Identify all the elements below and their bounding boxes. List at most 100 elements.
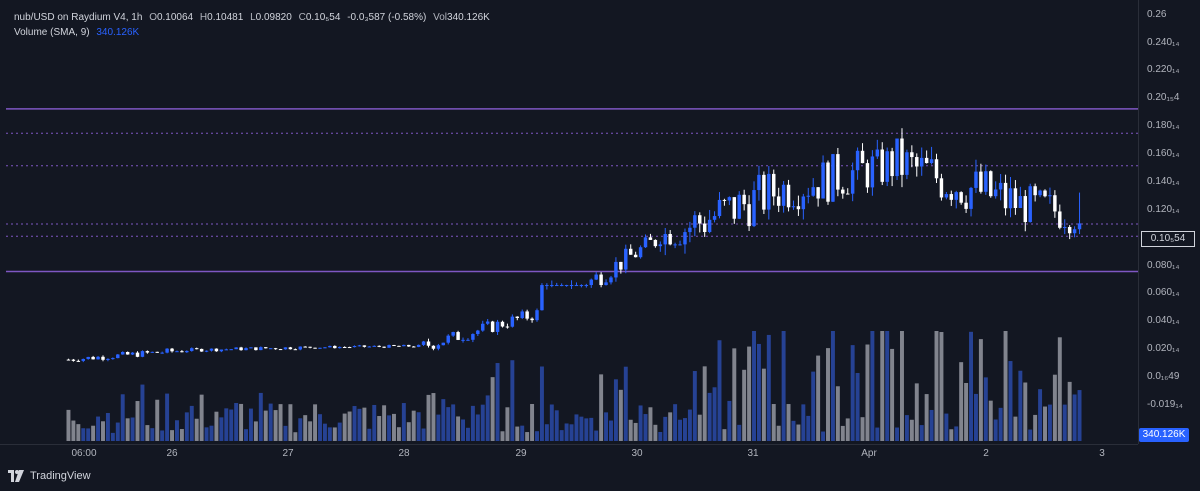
candle-body [96,356,100,360]
volume-bar [707,392,712,441]
price-tick: 0.120₁₄ [1147,204,1180,215]
volume-bar [263,410,268,441]
candle-body [392,345,396,347]
price-tick: 0.180₁₄ [1147,120,1180,131]
price-tick: -0.019₁₄ [1147,399,1183,410]
volume-bar [258,392,263,441]
candle-body [668,234,672,245]
volume-bar [115,422,120,441]
candle-body [426,341,431,346]
candle-body [1013,188,1018,208]
candle-body [180,351,184,353]
candle-body [525,311,529,319]
volume-bar [584,418,589,441]
candle-body [86,356,90,359]
volume-bar [589,417,594,441]
candlestick-chart[interactable] [0,0,1138,444]
candle-body [303,346,307,348]
time-tick: Apr [861,448,877,459]
volume-bar [890,348,895,441]
candle-body [964,202,968,209]
symbol-title[interactable]: nub/USD on Raydium V4, 1h [14,12,143,23]
volume-bar [924,394,929,441]
chart-plot-area[interactable]: nub/USD on Raydium V4, 1h O0.10064 H0.10… [0,0,1138,444]
candle-body [382,346,386,348]
volume-value-tag: 340.126K [1139,428,1189,442]
time-tick: 31 [747,448,759,459]
candle-body [648,237,653,240]
volume-bar [816,355,821,441]
volume-bar [544,424,549,441]
volume-bar [347,411,352,441]
volume-bar [727,400,732,441]
candle-body [338,346,342,349]
candle-body [421,341,426,345]
volume-bar [539,366,544,441]
volume-bar [392,413,396,441]
volume-bar [510,360,515,441]
price-tick: 0.26 [1147,9,1167,20]
candle-body [387,345,391,348]
volume-bar [406,422,411,441]
volume-bar [1018,370,1023,441]
candle-body [446,335,450,343]
volume-indicator-value: 340.126K [96,27,140,38]
volume-bar [1013,416,1018,441]
candle-body [362,345,367,347]
volume-bar [224,408,229,441]
candle-body [456,332,460,340]
volume-bar [535,431,539,441]
tradingview-logo[interactable]: TradingView [8,470,91,482]
volume-indicator-title[interactable]: Volume (SMA, 9) [14,27,90,38]
candle-body [836,154,840,190]
volume-bar [1072,394,1077,441]
candle-body [219,349,224,352]
tradingview-brand: TradingView [30,470,91,482]
candle-body [633,254,638,258]
candle-body [411,346,416,348]
volume-bar [456,416,461,441]
candle-body [989,171,993,197]
volume-bar [155,399,160,441]
candle-body [540,285,544,311]
candle-body [471,334,475,340]
candle-body [880,149,884,182]
price-axis[interactable]: 0.26 0.240₁₄ 0.220₁₄ 0.20₁₅4 0.180₁₄ 0.1… [1138,0,1200,444]
price-tick: 0.20₁₅4 [1147,92,1180,103]
candle-body [949,194,954,200]
candle-body [762,174,766,210]
candle-body [101,356,105,360]
volume-bar [613,379,618,441]
volume-bar [850,345,855,441]
candle-body [841,189,845,194]
high-value: 0.10481 [207,12,244,23]
volume-bar [752,331,756,441]
candle-body [604,282,608,286]
volume-bar [914,383,919,441]
volume-bar [673,404,678,441]
volume-bar [367,428,372,441]
candle-body [885,151,889,182]
candle-body [106,358,110,360]
volume-bar [81,428,86,441]
candle-body [954,192,958,200]
candle-body [870,156,875,188]
time-axis[interactable]: 06:00 26 27 28 29 30 31 Apr 2 3 [0,444,1138,464]
candle-body [979,171,983,192]
candle-body [397,345,401,347]
candle-body [791,206,796,208]
candle-body [929,159,934,164]
volume-bar [362,407,367,441]
candle-body [614,261,618,278]
volume-bar [796,424,801,441]
volume-bar [1062,404,1067,441]
volume-bar [283,425,288,441]
volume-bar [308,421,313,441]
candle-body [850,170,855,194]
volume-bar [618,389,623,441]
volume-bar [530,403,535,441]
candle-body [1023,196,1028,223]
candle-body [278,349,283,351]
volume-bar [105,413,110,441]
volume-bar [244,429,248,441]
